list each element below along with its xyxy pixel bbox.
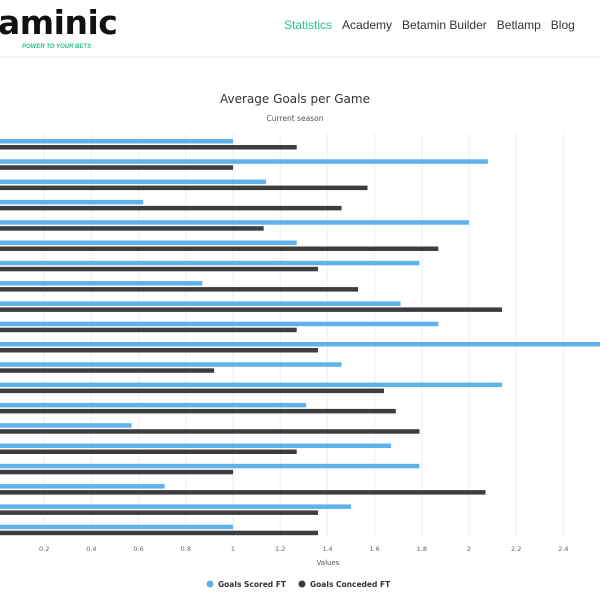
bar-goals-scored[interactable] <box>0 402 307 408</box>
bar-goals-conceded[interactable] <box>0 165 233 170</box>
bar-goals-scored[interactable] <box>0 260 420 266</box>
bar-goals-scored[interactable] <box>0 301 401 306</box>
bar-goals-conceded[interactable] <box>0 368 215 373</box>
bar-goals-conceded[interactable] <box>0 530 318 536</box>
bar-goals-conceded[interactable] <box>0 490 486 495</box>
bar-goals-conceded[interactable] <box>0 205 342 211</box>
bar-goals-scored[interactable] <box>0 504 351 509</box>
x-tick-label: 1.2 <box>275 545 285 553</box>
bar-goals-scored[interactable] <box>0 484 165 489</box>
bar-goals-scored[interactable] <box>0 240 297 246</box>
main-nav: Statistics Academy Betamin Builder Betla… <box>284 18 575 32</box>
bar-goals-conceded[interactable] <box>0 145 297 150</box>
bar-goals-scored[interactable] <box>0 321 439 327</box>
legend-item-scored[interactable]: Goals Scored FT <box>206 580 287 589</box>
nav-betamin-builder[interactable]: Betamin Builder <box>402 18 487 32</box>
bar-goals-conceded[interactable] <box>0 185 368 191</box>
bar-goals-scored[interactable] <box>0 159 488 164</box>
bar-goals-conceded[interactable] <box>0 348 318 353</box>
bar-goals-conceded[interactable] <box>0 266 318 272</box>
x-tick-label: 1 <box>231 545 235 553</box>
x-tick-label: 0.2 <box>39 545 49 553</box>
x-tick-label: 1.6 <box>369 545 379 553</box>
bar-goals-scored[interactable] <box>0 463 420 469</box>
bar-goals-conceded[interactable] <box>0 408 396 414</box>
logo[interactable]: aminic <box>0 3 118 42</box>
bar-goals-scored[interactable] <box>0 179 267 185</box>
bar-goals-conceded[interactable] <box>0 327 297 333</box>
x-tick-label: 0.8 <box>181 545 191 553</box>
legend-item-conceded[interactable]: Goals Conceded FT <box>298 580 392 589</box>
bar-goals-scored[interactable] <box>0 443 392 449</box>
x-tick-label: 1.4 <box>322 545 332 553</box>
logo-tagline: POWER TO YOUR BETS <box>22 44 92 50</box>
bar-goals-scored[interactable] <box>0 382 503 388</box>
bar-goals-scored[interactable] <box>0 362 342 367</box>
x-tick-label: 0.6 <box>133 545 143 553</box>
x-tick-label: 1.8 <box>417 545 427 553</box>
bar-goals-scored[interactable] <box>0 281 203 286</box>
bar-goals-conceded[interactable] <box>0 388 385 394</box>
site-header: aminic POWER TO YOUR BETS Statistics Aca… <box>0 0 600 58</box>
x-tick-label: 2.2 <box>511 545 521 553</box>
bar-goals-scored[interactable] <box>0 423 132 428</box>
nav-blog[interactable]: Blog <box>550 18 575 32</box>
bar-goals-conceded[interactable] <box>0 429 420 434</box>
legend-label: Goals Conceded FT <box>310 580 391 589</box>
bar-goals-conceded[interactable] <box>0 287 359 292</box>
bar-goals-conceded[interactable] <box>0 226 264 231</box>
chart-title: Average Goals per Game <box>220 92 370 106</box>
nav-betlamp[interactable]: Betlamp <box>496 18 541 32</box>
legend: Goals Scored FT Goals Conceded FT <box>206 580 392 589</box>
bar-goals-conceded[interactable] <box>0 307 503 312</box>
x-tick-label: 0.4 <box>86 545 96 553</box>
bar-goals-conceded[interactable] <box>0 449 297 455</box>
legend-marker <box>298 580 306 588</box>
bar-goals-scored[interactable] <box>0 220 469 225</box>
bar-goals-scored[interactable] <box>0 199 144 205</box>
nav-academy[interactable]: Academy <box>342 18 393 32</box>
x-tick-label: 2.4 <box>558 545 568 553</box>
legend-label: Goals Scored FT <box>218 580 287 589</box>
bar-goals-conceded[interactable] <box>0 246 439 252</box>
legend-marker <box>206 580 214 588</box>
x-tick-label: 2 <box>467 545 471 553</box>
bar-goals-scored[interactable] <box>0 524 233 530</box>
bar-goals-conceded[interactable] <box>0 510 318 515</box>
nav-statistics[interactable]: Statistics <box>284 18 333 32</box>
bar-goals-conceded[interactable] <box>0 469 233 475</box>
bar-goals-scored[interactable] <box>0 139 233 144</box>
chart-subtitle: Current season <box>267 114 324 123</box>
x-axis-label: Values <box>317 559 340 567</box>
bar-goals-scored[interactable] <box>0 342 600 347</box>
